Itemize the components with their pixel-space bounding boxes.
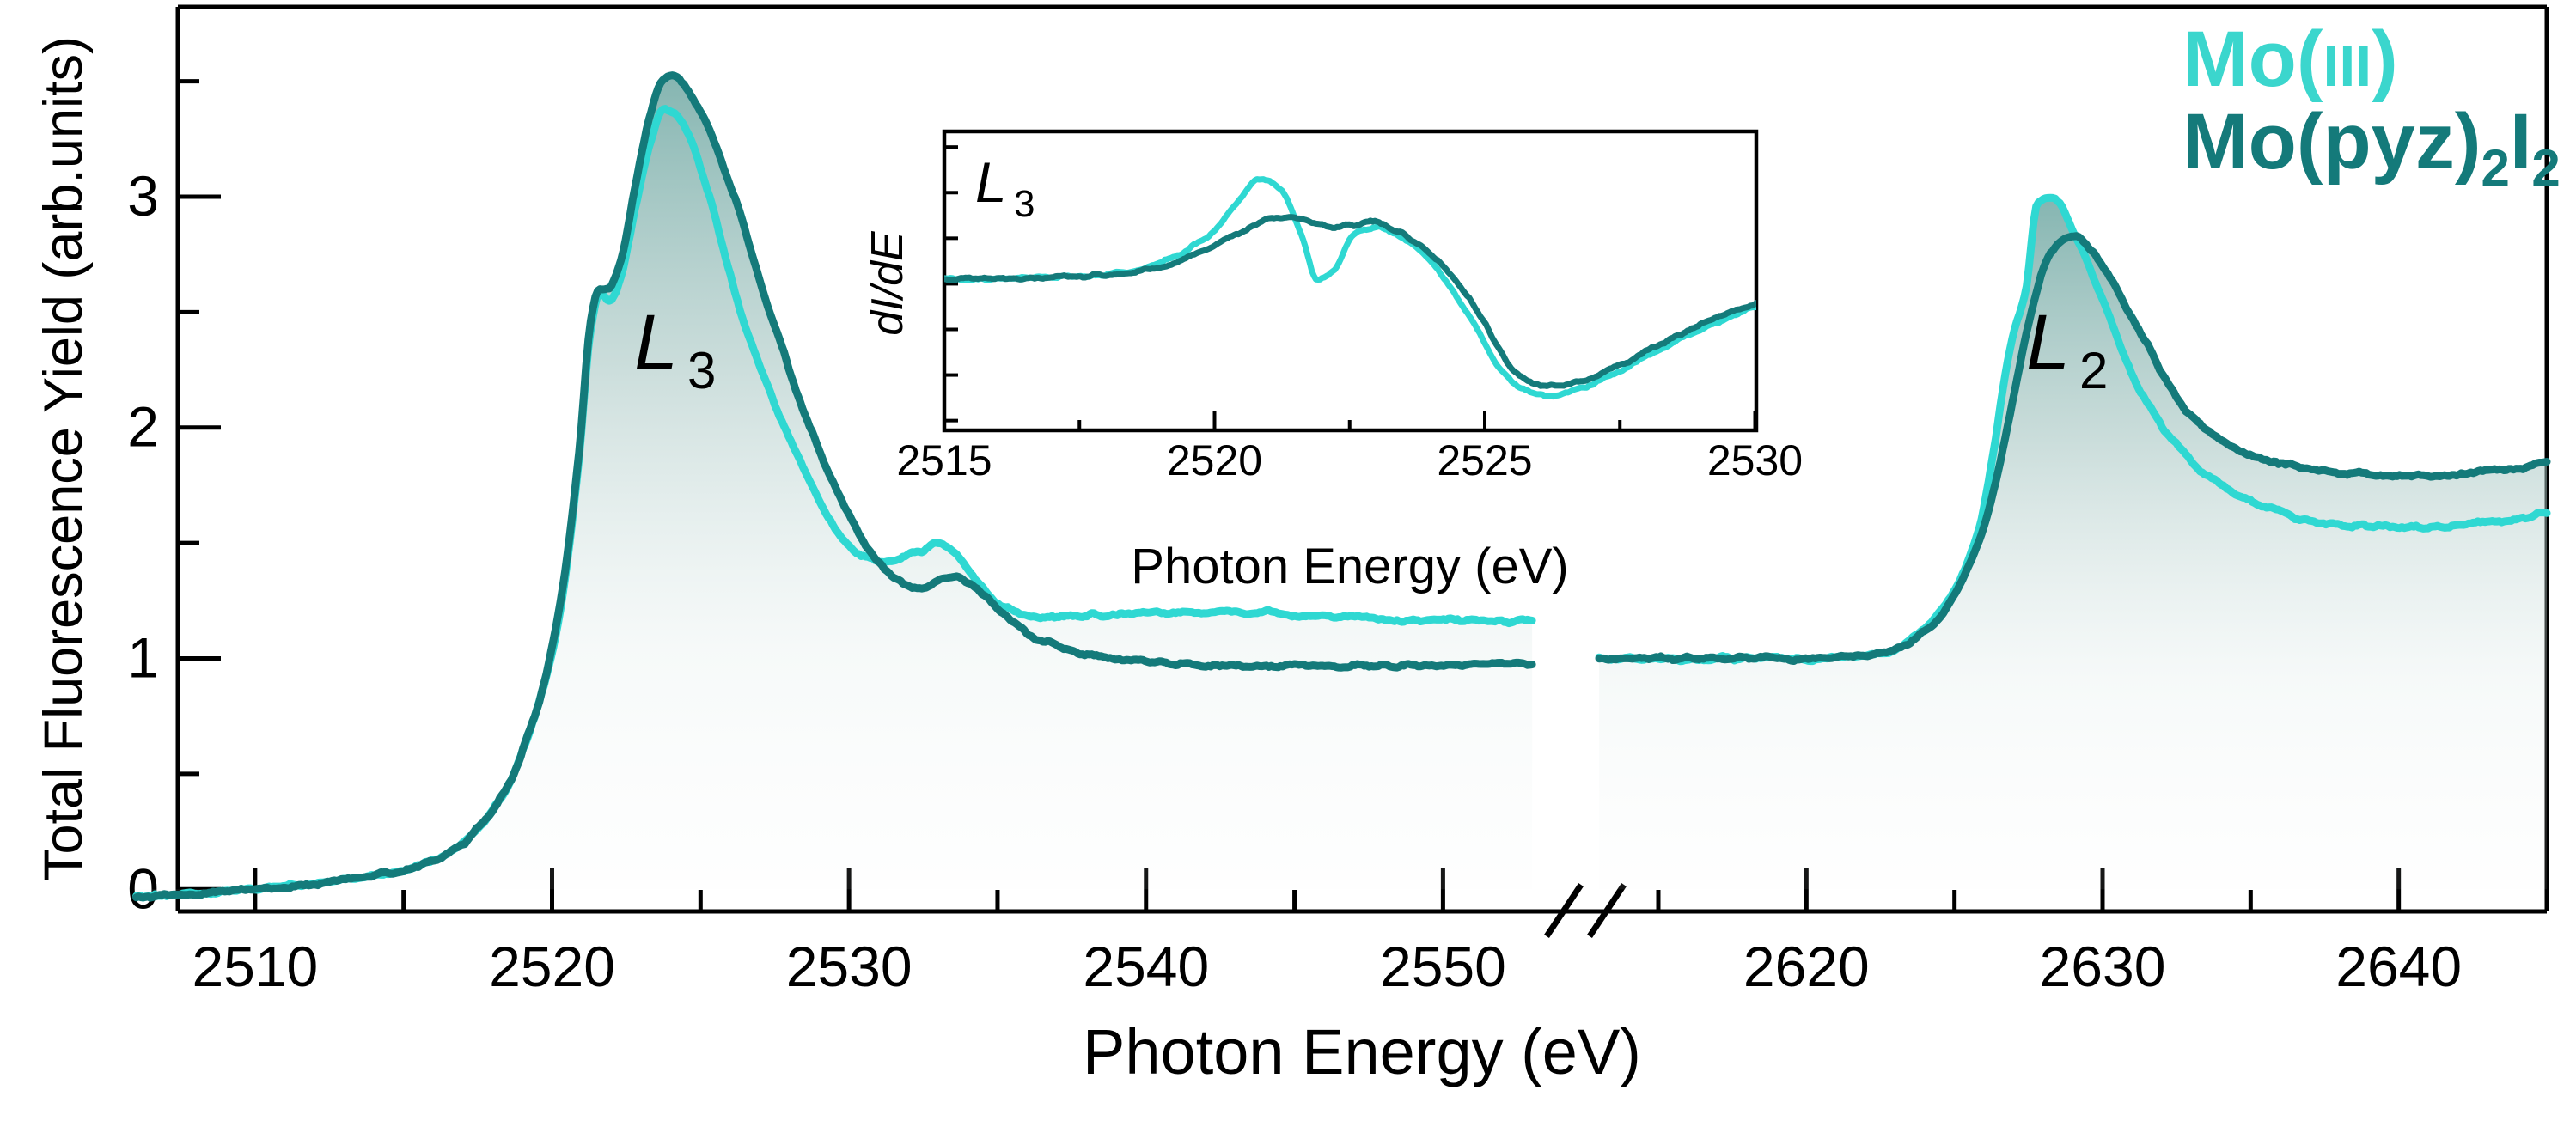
svg-text:Total Fluorescence Yield (arb.: Total Fluorescence Yield (arb.units) (34, 36, 94, 881)
svg-text:2: 2 (127, 395, 159, 459)
svg-text:2540: 2540 (1083, 935, 1209, 998)
svg-text:dI/dE: dI/dE (863, 230, 913, 336)
svg-text:3: 3 (687, 342, 716, 399)
svg-text:2525: 2525 (1437, 436, 1532, 484)
svg-text:L: L (975, 150, 1007, 214)
svg-text:2515: 2515 (896, 436, 992, 484)
svg-text:0: 0 (127, 856, 159, 920)
svg-text:L: L (2026, 299, 2070, 387)
svg-text:Photon Energy (eV): Photon Energy (eV) (1083, 1016, 1641, 1087)
svg-text:2630: 2630 (2040, 935, 2166, 998)
svg-text:2520: 2520 (489, 935, 615, 998)
svg-text:L: L (634, 299, 678, 387)
svg-text:2: 2 (2079, 342, 2108, 399)
svg-text:2530: 2530 (1707, 436, 1803, 484)
svg-text:2530: 2530 (786, 935, 913, 998)
svg-text:2520: 2520 (1167, 436, 1262, 484)
svg-text:3: 3 (1014, 183, 1035, 225)
svg-text:1: 1 (127, 625, 159, 689)
svg-text:3: 3 (127, 164, 159, 228)
svg-text:2510: 2510 (192, 935, 318, 998)
svg-text:Photon Energy (eV): Photon Energy (eV) (1131, 539, 1568, 594)
svg-text:2550: 2550 (1380, 935, 1506, 998)
svg-text:2620: 2620 (1743, 935, 1870, 998)
svg-text:2640: 2640 (2335, 935, 2462, 998)
